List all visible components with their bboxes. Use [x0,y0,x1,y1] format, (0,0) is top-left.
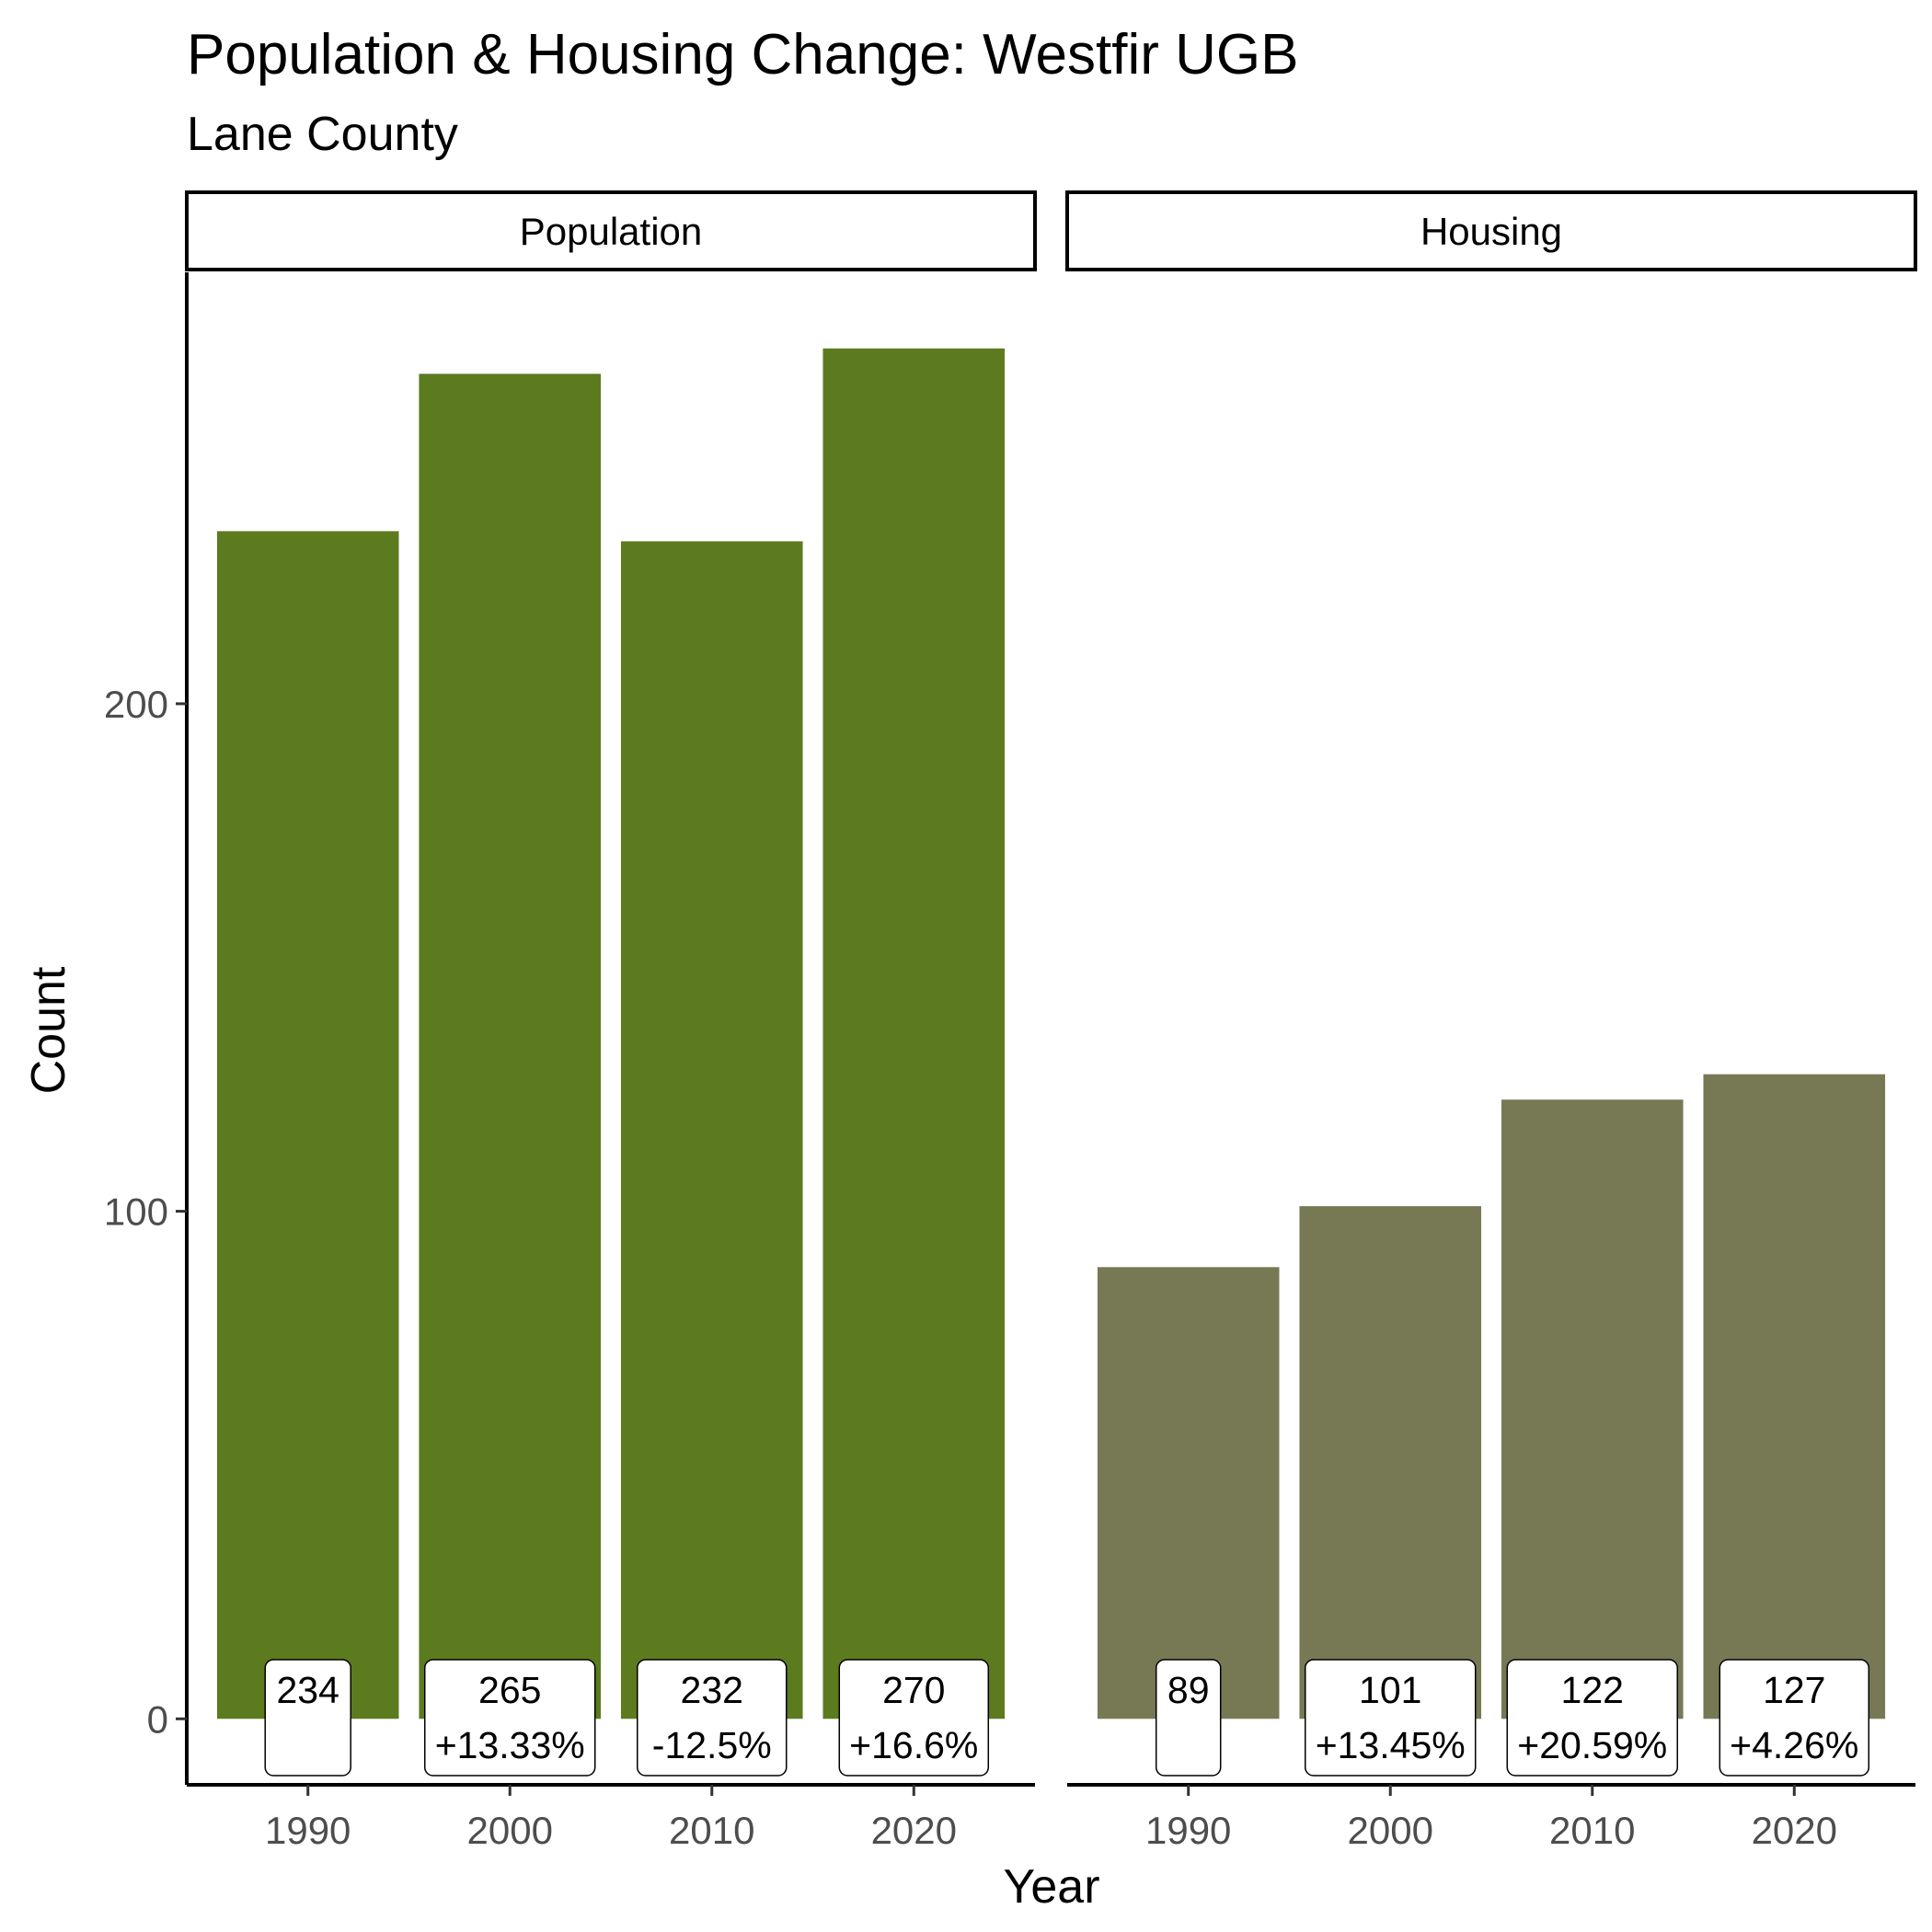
value-label-box [1304,1659,1477,1777]
value-label: 265 [478,1669,541,1711]
value-label: 101 [1359,1669,1421,1711]
change-label: +20.59% [1517,1724,1667,1766]
change-label: +4.26% [1730,1724,1858,1766]
bar-population-1990 [216,531,399,1719]
bar-population-2010 [620,541,803,1719]
value-label: 270 [882,1669,945,1711]
value-label: 234 [277,1669,339,1711]
value-label-box [1155,1659,1222,1777]
bar-housing-2000 [1299,1206,1482,1719]
change-label: +13.33% [435,1724,585,1766]
facet-label-population: Population [520,210,703,253]
x-tick-label: 2000 [1348,1809,1433,1852]
value-label-box [264,1659,351,1777]
chart-title: Population & Housing Change: Westfir UGB [187,23,1299,86]
bar-population-2020 [822,348,1006,1719]
value-label-box [1506,1659,1679,1777]
x-tick-label: 2010 [669,1809,754,1852]
y-tick-label: 200 [104,683,168,726]
bar-population-2000 [419,374,602,1719]
y-tick-label: 0 [147,1697,168,1741]
change-label: +16.6% [849,1724,978,1766]
value-label: 89 [1167,1669,1210,1711]
y-axis-title: Count [22,966,75,1094]
change-label: -12.5% [652,1724,772,1766]
x-tick-label: 1990 [1145,1809,1231,1852]
x-axis-title: Year [1003,1860,1099,1914]
x-tick-label: 1990 [265,1809,351,1852]
facet-strip-housing [1065,190,1917,271]
value-label-box [637,1659,788,1777]
x-tick-label: 2020 [871,1809,957,1852]
panels: Population 234 265 +13.33% 232 -12.5% 270 +16.6… [104,190,1917,1852]
value-label-box [1719,1659,1870,1777]
value-label: 127 [1763,1669,1825,1711]
facet-label-housing: Housing [1420,210,1562,253]
x-tick-label: 2000 [467,1809,553,1852]
value-label-box [838,1659,990,1777]
bar-housing-2020 [1703,1074,1886,1719]
value-label: 122 [1561,1669,1624,1711]
value-label-box [423,1659,596,1777]
chart-subtitle: Lane County [187,108,458,161]
bar-housing-1990 [1097,1267,1280,1719]
facet-strip-population [185,190,1037,271]
x-tick-label: 2020 [1752,1809,1837,1852]
x-tick-label: 2010 [1549,1809,1635,1852]
y-tick-label: 100 [104,1190,168,1234]
change-label: +13.45% [1316,1724,1466,1766]
value-label: 232 [681,1669,743,1711]
bar-housing-2010 [1501,1099,1684,1719]
